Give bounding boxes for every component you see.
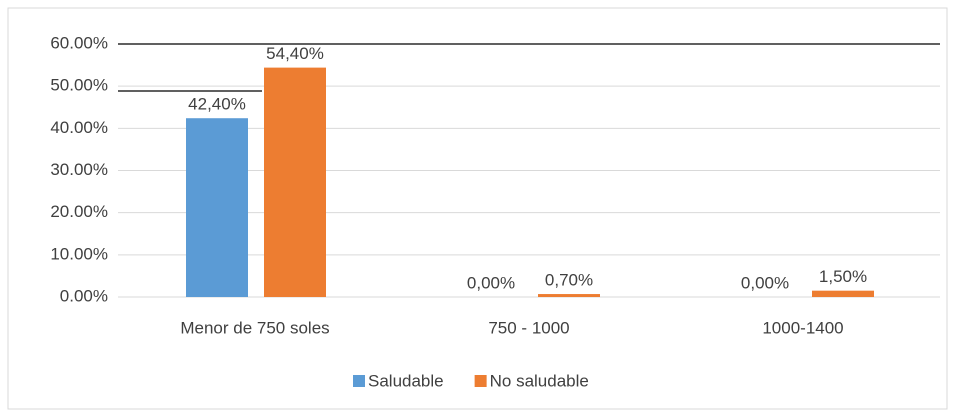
y-tick-label: 40.00% (50, 118, 108, 137)
legend-swatch (474, 375, 487, 387)
marks (186, 67, 874, 297)
value-label: 42,40% (188, 95, 246, 114)
x-tick-label: 750 - 1000 (488, 318, 569, 337)
value-label: 1,50% (819, 267, 867, 286)
grid (118, 43, 940, 298)
value-label: 0,00% (467, 273, 515, 292)
legend-label: Saludable (368, 371, 444, 390)
y-tick-label: 20.00% (50, 202, 108, 221)
value-label: 0,70% (545, 271, 593, 290)
value-label: 54,40% (266, 44, 324, 63)
legend-swatch (353, 375, 365, 387)
y-tick-label: 30.00% (50, 160, 108, 179)
x-tick-label: 1000-1400 (762, 318, 843, 337)
x-tick-label: Menor de 750 soles (180, 318, 329, 337)
bar (538, 294, 600, 297)
y-tick-label: 50.00% (50, 76, 108, 95)
value-label: 0,00% (741, 273, 789, 292)
bar (186, 118, 248, 297)
y-tick-label: 0.00% (60, 286, 108, 305)
chart-border (7, 7, 948, 410)
bar (264, 67, 326, 297)
y-tick-label: 60.00% (50, 33, 108, 52)
y-tick-label: 10.00% (50, 244, 108, 263)
legend-label: No saludable (490, 371, 589, 390)
bar (812, 290, 874, 297)
